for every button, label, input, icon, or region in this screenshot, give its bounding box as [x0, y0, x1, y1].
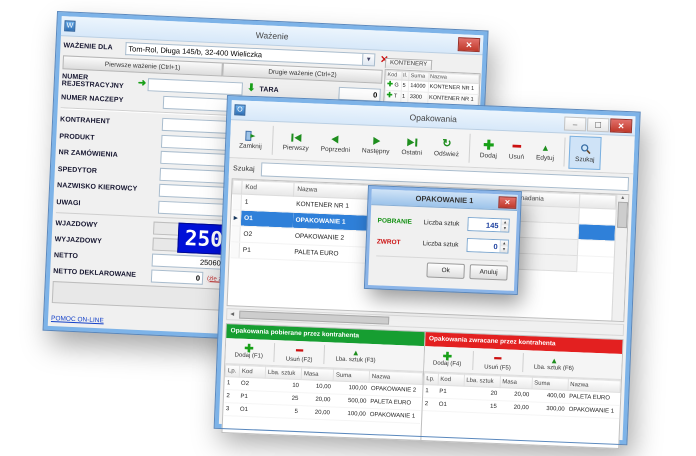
close-icon[interactable]: ✕: [609, 117, 633, 133]
arrow-right-icon[interactable]: ➜: [137, 77, 147, 90]
tab-kontenery[interactable]: KONTENERY: [384, 57, 433, 71]
field-label-naczepy: NUMER NACZEPY: [60, 93, 124, 104]
dialog-title: OPAKOWANIE 1: [415, 193, 474, 206]
dialog-opakowanie: OPAKOWANIE 1 ✕ POBRANIE Liczba sztuk ▲ ▼…: [363, 184, 522, 296]
ostatni-button[interactable]: Ostatni: [395, 129, 429, 163]
zwracane-lba-button[interactable]: ▲ Lba. sztuk (F6): [533, 356, 574, 373]
divider: [468, 133, 471, 163]
field-label-spedytor: SPEDYTOR: [57, 165, 98, 175]
szukaj-button[interactable]: Szukaj: [568, 135, 602, 170]
pobranie-input[interactable]: [468, 218, 501, 232]
zwrot-stepper[interactable]: ▲ ▼: [466, 237, 509, 254]
scroll-thumb[interactable]: [238, 310, 390, 325]
divider: [563, 137, 566, 167]
chevron-down-icon[interactable]: ▼: [361, 52, 376, 67]
zwrot-label: ZWROT: [376, 237, 401, 246]
field-label-produkt: PRODUKT: [59, 132, 95, 142]
exit-door-icon: [245, 129, 258, 142]
usun-button[interactable]: ━ Usuń: [508, 137, 525, 161]
netto-value: [151, 253, 225, 270]
window-opakowania: O Opakowania – ☐ ✕ Zamknij Pierwszy: [213, 94, 641, 449]
pobierane-lba-button[interactable]: ▲ Lba. sztuk (F3): [335, 348, 376, 365]
scroll-left-icon[interactable]: ◀: [230, 311, 235, 318]
divider: [273, 343, 276, 363]
maximize-icon[interactable]: ☐: [586, 116, 610, 132]
field-label-kierowcy: NAZWISKO KIEROWCY: [56, 182, 138, 193]
anuluj-button[interactable]: Anuluj: [469, 264, 508, 281]
zamknij-button[interactable]: Zamknij: [233, 122, 269, 156]
arrow-down-icon[interactable]: ⬇: [246, 82, 256, 95]
pobierane-usun-button[interactable]: ━ Usuń (F2): [285, 344, 313, 364]
minimize-icon[interactable]: –: [563, 116, 587, 131]
previous-record-icon: [330, 132, 343, 145]
divider: [323, 345, 326, 365]
poprzedni-button[interactable]: Poprzedni: [314, 126, 357, 161]
bottom-panels: Opakowania pobierane przez kontrahenta ✚…: [221, 323, 624, 449]
field-label-uwagi: UWAGI: [56, 198, 81, 207]
plus-icon: ✚: [386, 81, 394, 89]
scroll-thumb[interactable]: [616, 201, 628, 229]
liczba-sztuk-label: Liczba sztuk: [423, 218, 460, 228]
edit-triangle-icon: ▲: [550, 356, 559, 366]
minus-icon: ━: [512, 137, 522, 154]
zwrot-input[interactable]: [467, 239, 500, 253]
zwracane-usun-button[interactable]: ━ Usuń (F5): [484, 352, 511, 372]
wazenie-dla-label: WAŻENIE DLA: [63, 42, 113, 52]
tara-label: TARA: [259, 85, 279, 94]
scroll-up-icon[interactable]: ▲: [620, 194, 626, 202]
panel-pobierane: Opakowania pobierane przez kontrahenta ✚…: [223, 324, 425, 440]
pierwszy-button[interactable]: Pierwszy: [276, 124, 315, 158]
liczba-sztuk-label: Liczba sztuk: [422, 239, 459, 249]
odswiez-button[interactable]: ↻ Odśwież: [433, 137, 460, 159]
search-icon: [579, 142, 591, 155]
dialog-close-icon[interactable]: ✕: [498, 195, 517, 209]
panel-zwracane: Opakowania zwracane przez kontrahenta ✚ …: [419, 332, 623, 448]
dodaj-button[interactable]: ✚ Dodaj: [479, 136, 497, 160]
field-label-rejestracyjny: NUMER REJESTRACYJNY: [61, 73, 124, 91]
wjazdowy-label: WJAZDOWY: [55, 220, 98, 230]
last-record-icon: [406, 135, 419, 148]
nastepny-button[interactable]: Następny: [356, 127, 397, 162]
refresh-icon: ↻: [442, 137, 452, 151]
field-label-kontrahent: KONTRAHENT: [59, 116, 111, 126]
edit-triangle-icon: ▲: [540, 142, 551, 153]
zwracane-dodaj-button[interactable]: ✚ Dodaj (F4): [432, 350, 462, 368]
pomoc-online-link[interactable]: POMOC ON-LINE: [50, 315, 104, 325]
minus-icon: ━: [295, 344, 304, 358]
numer-rejestracyjny-input[interactable]: [147, 77, 244, 95]
plus-icon: ✚: [483, 136, 495, 153]
divider: [521, 353, 524, 373]
divider: [271, 125, 274, 155]
plus-icon: ✚: [386, 91, 393, 100]
edit-triangle-icon: ▲: [351, 348, 360, 358]
netto-deklarowane-label: NETTO DEKLAROWANE: [53, 268, 137, 279]
pobranie-stepper[interactable]: ▲ ▼: [467, 216, 510, 233]
pobierane-dodaj-button[interactable]: ✚ Dodaj (F1): [234, 342, 264, 360]
field-label-zamowienia: NR ZAMÓWIENIA: [58, 149, 118, 159]
edytuj-button[interactable]: ▲ Edytuj: [535, 142, 555, 163]
opakowania-toolbar: Zamknij Pierwszy Poprzedni Następny: [229, 120, 635, 175]
wyjazdowy-label: WYJAZDOWY: [54, 236, 102, 246]
spin-down-icon[interactable]: ▼: [501, 225, 509, 232]
tara-input[interactable]: [338, 86, 381, 102]
pobranie-label: POBRANIE: [377, 216, 413, 226]
netto-label: NETTO: [53, 252, 79, 261]
divider: [472, 351, 474, 371]
next-record-icon: [370, 134, 383, 147]
netto-deklarowane-input[interactable]: [150, 269, 204, 285]
first-record-icon: [290, 131, 303, 144]
search-label: Szukaj: [232, 164, 255, 173]
minus-icon: ━: [494, 352, 502, 366]
spin-down-icon[interactable]: ▼: [500, 246, 508, 253]
ok-button[interactable]: Ok: [426, 262, 465, 279]
wazenie-close-icon[interactable]: ✕: [457, 36, 481, 52]
